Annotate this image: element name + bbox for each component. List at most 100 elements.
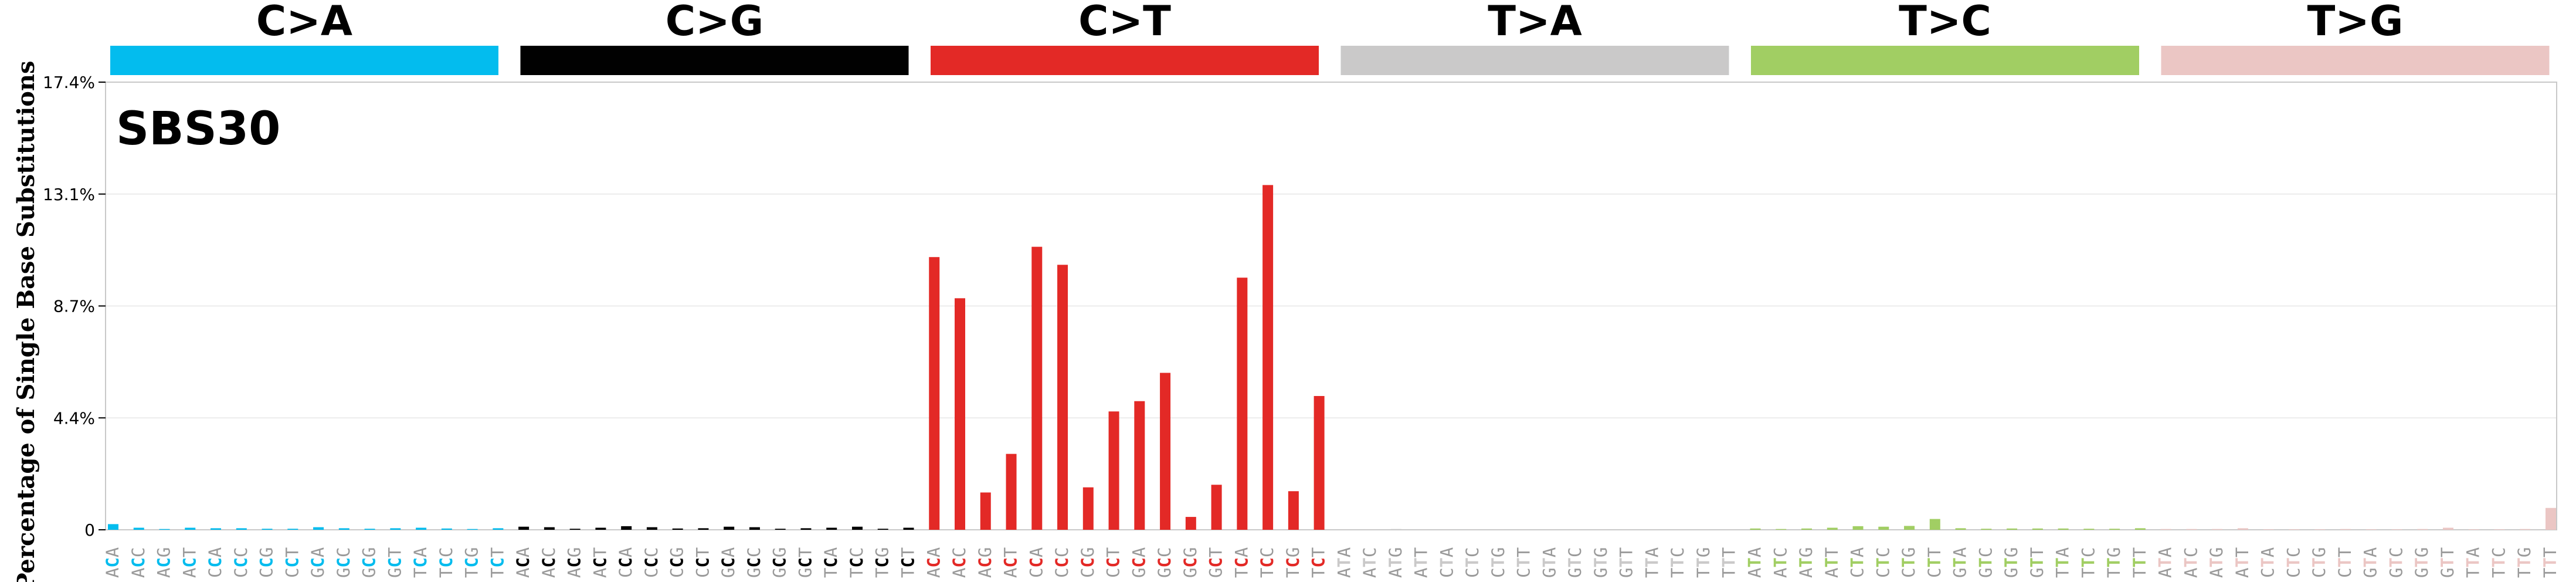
x-tick-label: CTA — [1437, 547, 1457, 578]
mutation-type-label: C>A — [256, 0, 352, 45]
bar — [672, 528, 683, 530]
x-tick-label: TTG — [1693, 547, 1713, 578]
x-tick-label: CTC — [2283, 547, 2303, 578]
bar — [544, 527, 555, 530]
x-tick-label: ACT — [590, 547, 610, 578]
bar — [211, 528, 222, 530]
x-tick-label: GTC — [1565, 547, 1585, 578]
y-tick-label: 4.4% — [53, 408, 95, 428]
x-tick-label: TCG — [873, 547, 892, 578]
bar — [1981, 529, 1992, 530]
bar — [851, 526, 863, 530]
bar — [1493, 529, 1504, 530]
x-tick-label: GTG — [2412, 547, 2432, 578]
x-tick-label: CTT — [1925, 547, 1944, 578]
bar — [800, 528, 812, 530]
x-tick-label: GCC — [744, 547, 764, 578]
bar — [2032, 528, 2043, 530]
x-tick-label: GTG — [2001, 547, 2021, 578]
x-tick-label: CCT — [1104, 547, 1124, 578]
x-tick-label: TTG — [2514, 547, 2534, 578]
x-tick-label: CTT — [1514, 547, 1534, 578]
bar — [1852, 526, 1864, 530]
x-tick-label: GTT — [2438, 547, 2458, 578]
bar — [2007, 528, 2018, 530]
mutation-type-band — [1340, 46, 1729, 75]
y-tick-label: 13.1% — [43, 185, 95, 204]
x-tick-label: TTA — [2053, 547, 2073, 578]
x-tick-label: CTG — [1899, 547, 1919, 578]
bar — [2186, 529, 2197, 530]
bar — [159, 529, 170, 530]
x-tick-label: CTC — [1873, 547, 1893, 578]
bar — [955, 298, 966, 530]
x-tick-label: ACA — [103, 547, 123, 578]
x-tick-label: CTG — [2309, 547, 2329, 578]
x-tick-label: GCA — [718, 547, 738, 578]
mutation-type-label: C>G — [666, 0, 763, 45]
mutation-type-label: T>A — [1488, 0, 1582, 45]
x-tick-label: CTG — [1488, 547, 1508, 578]
bar — [1262, 185, 1274, 530]
x-tick-label: CTT — [2335, 547, 2355, 578]
bar — [493, 528, 504, 530]
bar — [569, 529, 581, 530]
x-tick-label: CCG — [667, 547, 687, 578]
bar — [1596, 529, 1607, 530]
bar — [2391, 529, 2402, 530]
x-tick-label: TTC — [2489, 547, 2509, 578]
x-tick-label: TCT — [898, 547, 918, 578]
x-tick-label: GCA — [308, 547, 328, 578]
bar — [1827, 527, 1838, 530]
x-tick-label: ACG — [154, 547, 174, 578]
bar — [724, 526, 735, 530]
bar — [262, 529, 273, 530]
x-tick-label: CCC — [1052, 547, 1072, 578]
bar — [185, 527, 196, 530]
x-tick-label: GCC — [1155, 547, 1175, 578]
x-tick-label: TCT — [1309, 547, 1329, 578]
bar — [775, 529, 786, 530]
bar — [2520, 529, 2531, 530]
x-tick-label: TTG — [2104, 547, 2124, 578]
mutation-type-band — [110, 46, 498, 75]
bar — [1724, 529, 1735, 530]
bar — [1904, 526, 1915, 530]
x-tick-label: TTA — [2463, 547, 2483, 578]
x-tick-label: CCT — [693, 547, 712, 578]
x-tick-label: GTA — [1950, 547, 1970, 578]
x-tick-label: CCC — [642, 547, 661, 578]
bar — [313, 527, 324, 530]
x-tick-label: ATG — [1386, 547, 1406, 578]
bar — [2109, 529, 2120, 530]
bar — [1314, 395, 1325, 530]
bar — [338, 528, 349, 530]
bar — [2058, 528, 2069, 530]
bar — [2289, 529, 2300, 530]
x-tick-label: GCG — [770, 547, 790, 578]
mutation-type-label: C>T — [1078, 0, 1171, 45]
x-tick-label: ATC — [2181, 547, 2201, 578]
x-tick-label: TCA — [1231, 547, 1251, 578]
bar — [1519, 529, 1530, 530]
bar — [929, 257, 940, 530]
bar — [646, 527, 657, 530]
bar — [2494, 529, 2505, 530]
y-tick-label: 0 — [84, 520, 95, 540]
bar — [877, 529, 888, 530]
x-tick-label: CCG — [257, 547, 277, 578]
y-axis: 0 4.4% 8.7% 13.1% 17.4% — [43, 73, 106, 540]
bar — [287, 529, 298, 530]
y-tick-label: 8.7% — [53, 297, 95, 316]
x-tick-label: GTT — [1617, 547, 1637, 578]
x-tick-label: GCT — [795, 547, 815, 578]
x-tick-label: GTC — [2386, 547, 2406, 578]
x-tick-label: ACT — [1001, 547, 1021, 578]
x-tick-label: GCG — [1180, 547, 1200, 578]
x-tick-label: CTC — [1462, 547, 1482, 578]
x-tick-label: GTT — [2027, 547, 2047, 578]
bar — [1237, 278, 1248, 530]
bar — [2237, 528, 2248, 530]
mutation-type-band — [1751, 46, 2139, 75]
bar — [1185, 517, 1196, 530]
